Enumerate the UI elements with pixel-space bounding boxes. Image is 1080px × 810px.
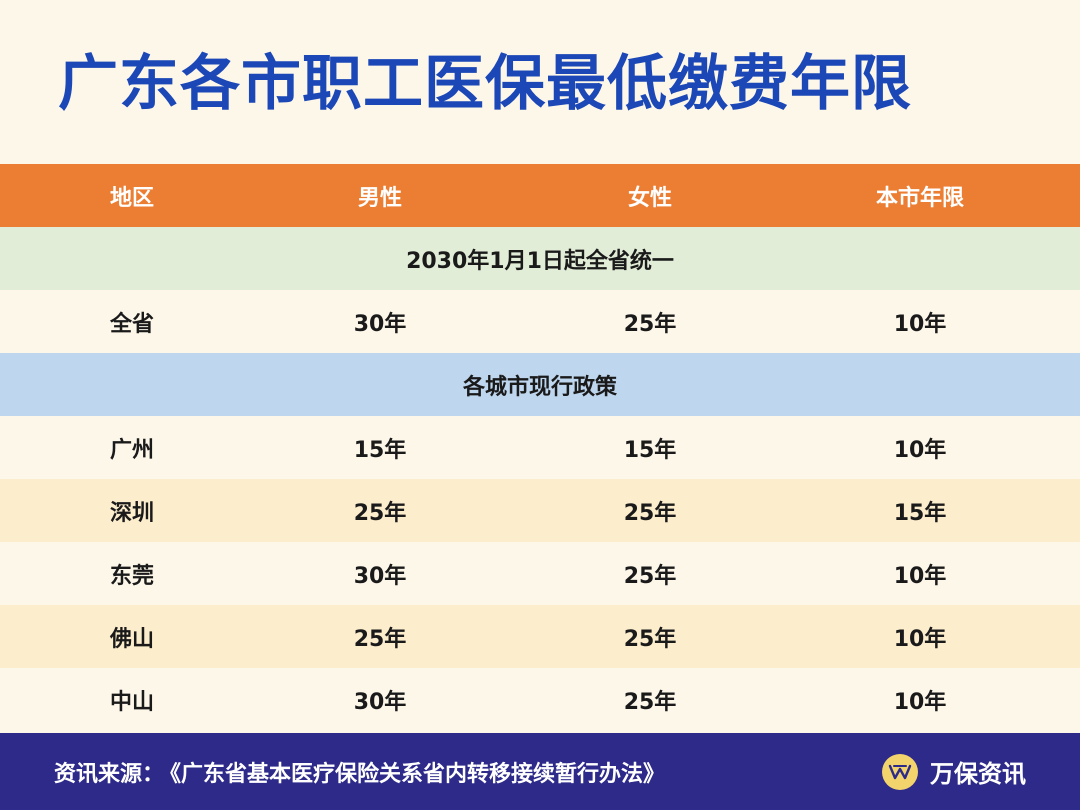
region-cell: 广州 <box>110 437 155 463</box>
local-years-cell: 10年 <box>893 437 947 463</box>
brand-name: 万保资讯 <box>930 760 1026 788</box>
wanbao-logo-icon <box>882 753 918 790</box>
female-cell: 25年 <box>623 626 677 652</box>
source-citation: 资讯来源： 《广东省基本医疗保险关系省内转移接续暂行办法》 <box>54 756 665 788</box>
local-years-cell: 15年 <box>893 500 947 526</box>
male-cell: 15年 <box>353 437 407 463</box>
male-cell: 30年 <box>353 311 407 337</box>
table-row: 东莞 30年 25年 10年 <box>0 542 1080 605</box>
local-years-cell: 10年 <box>893 563 947 589</box>
female-cell: 25年 <box>623 563 677 589</box>
region-cell: 中山 <box>110 689 155 715</box>
local-years-cell: 10年 <box>893 689 947 715</box>
header-male: 男性 <box>357 185 402 211</box>
local-years-cell: 10年 <box>893 626 947 652</box>
table-row: 佛山 25年 25年 10年 <box>0 605 1080 668</box>
male-cell: 30年 <box>353 563 407 589</box>
province-section-label: 2030年1月1日起全省统一 <box>406 248 674 274</box>
header-region: 地区 <box>110 185 155 211</box>
table-row: 中山 30年 25年 10年 <box>0 668 1080 731</box>
page-title: 广东各市职工医保最低缴费年限 <box>58 49 912 119</box>
female-cell: 15年 <box>623 437 677 463</box>
payment-years-table: 地区 男性 女性 本市年限 2030年1月1日起全省统一 全省 30年 25年 … <box>0 164 1080 731</box>
footer-bar: 资讯来源： 《广东省基本医疗保险关系省内转移接续暂行办法》 万保资讯 <box>0 733 1080 810</box>
region-cell: 深圳 <box>110 500 155 526</box>
city-section-label: 各城市现行政策 <box>462 374 617 400</box>
region-cell: 佛山 <box>110 626 155 652</box>
table-row: 全省 30年 25年 10年 <box>0 290 1080 353</box>
header-local-years: 本市年限 <box>875 185 964 211</box>
province-section-band: 2030年1月1日起全省统一 <box>0 227 1080 290</box>
header-female: 女性 <box>627 185 672 211</box>
table-row: 深圳 25年 25年 15年 <box>0 479 1080 542</box>
brand-logo: 万保资讯 <box>882 733 1026 810</box>
table-row: 广州 15年 15年 10年 <box>0 416 1080 479</box>
male-cell: 30年 <box>353 689 407 715</box>
city-section-band: 各城市现行政策 <box>0 353 1080 416</box>
region-cell: 全省 <box>110 311 155 337</box>
female-cell: 25年 <box>623 689 677 715</box>
female-cell: 25年 <box>623 311 677 337</box>
region-cell: 东莞 <box>110 563 155 589</box>
female-cell: 25年 <box>623 500 677 526</box>
table-header-row: 地区 男性 女性 本市年限 <box>0 164 1080 227</box>
male-cell: 25年 <box>353 626 407 652</box>
source-label: 资讯来源： <box>54 761 165 787</box>
male-cell: 25年 <box>353 500 407 526</box>
local-years-cell: 10年 <box>893 311 947 337</box>
source-document: 《广东省基本医疗保险关系省内转移接续暂行办法》 <box>170 761 666 787</box>
